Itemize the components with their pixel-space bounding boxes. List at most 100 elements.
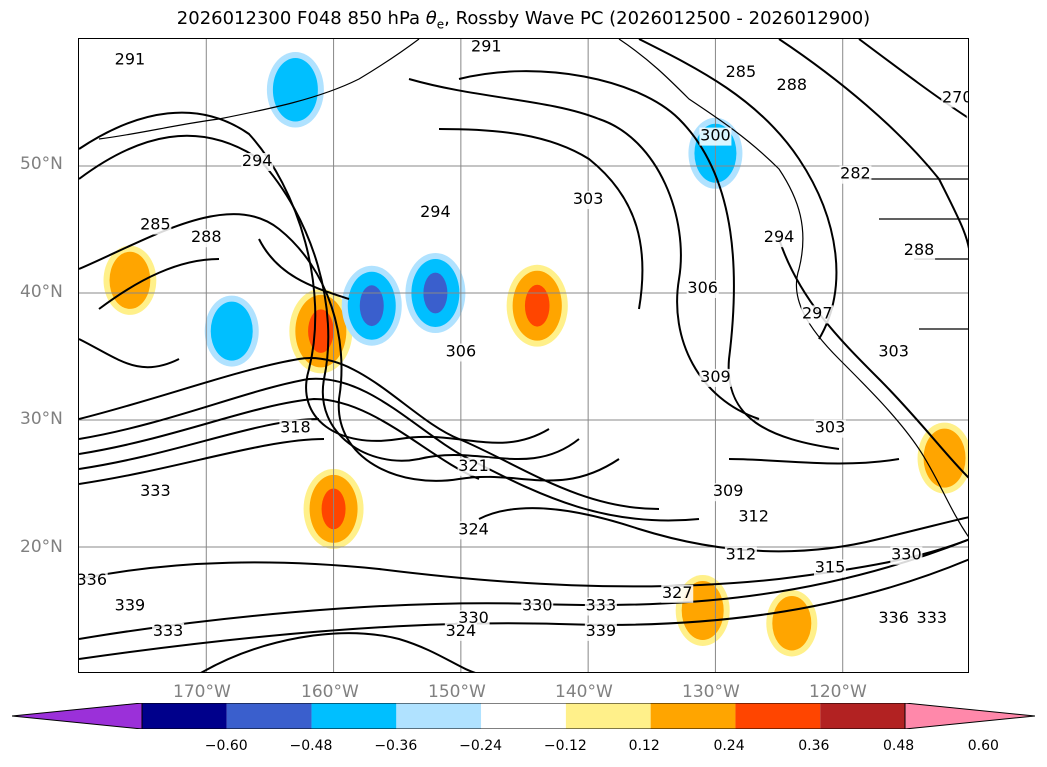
colorbar-segment [735,703,821,729]
contour-line [79,397,480,480]
anomaly-core [692,592,714,629]
colorbar-segment [226,703,312,729]
contour-label: 333 [917,608,948,627]
anomaly-core [308,309,334,353]
contour-label-bg [775,76,808,95]
map-plot-area: 291 291 285 288 270 267 294 294 285 288 300 303 294 3… [78,38,969,673]
colorbar-tick-label: −0.48 [289,738,333,754]
y-tick-label: 50°N [20,154,63,174]
colorbar-segment [820,703,905,729]
contour-label: 333 [586,596,617,615]
contour-labels: 291 291 285 288 270 267 294 294 285 288 300 303 294 3… [79,39,969,641]
contour-label: 291 [471,39,502,56]
contour-label-bg [521,597,554,616]
contour-label: 315 [815,557,846,576]
contour-label: 267 [967,113,969,132]
x-tick-label: 140°W [555,682,613,702]
contour-label-bg [241,153,274,171]
colorbar-extend-low [12,703,143,729]
contour-label: 330 [891,545,922,564]
contour-label-bg [712,483,745,502]
contour-label-bg [763,229,796,248]
x-tick-label: 150°W [428,682,486,702]
contour-label-bg [419,203,452,222]
contour-label-bg [699,368,732,387]
contour-label: 288 [904,240,935,259]
anomaly-core [284,70,307,109]
contour-label-bg [457,521,490,540]
contour-label: 330 [522,596,553,615]
contour-label: 306 [446,342,477,361]
colorbar-tick-label: 0.60 [967,738,999,754]
colorbar-segment [396,703,482,729]
contour-label-bg [724,546,757,565]
contour-label-bg [890,546,923,565]
contour-line [728,458,900,465]
contour-label-bg [699,127,732,146]
contour-label: 291 [115,49,146,68]
contour-label: 333 [140,481,171,500]
y-tick-label: 40°N [20,282,63,302]
contour-label: 312 [726,545,757,564]
coastline-segment [98,39,420,140]
contour-label-bg [966,114,968,133]
anomaly-core [782,606,802,640]
contour-label-bg [737,508,770,527]
contour-label-bg [813,419,846,438]
colorbar-tick-label: 0.48 [883,738,915,754]
contour-line [79,377,700,522]
contour-label-bg [139,216,172,235]
colorbar-tick-label: −0.36 [374,738,418,754]
chart-title: 2026012300 F048 850 hPa θe, Rossby Wave … [176,8,871,32]
colorbar-tick-label: 0.24 [713,738,745,754]
contour-label: 288 [777,75,808,94]
contour-label: 318 [280,418,311,437]
contour-label: 327 [662,583,693,602]
colorbar-tick-label: 0.36 [798,738,830,754]
contour-label-bg [584,622,617,641]
contour-label: 309 [713,481,744,500]
contour-label-bg [470,39,503,57]
contour-label-bg [661,584,694,603]
coastline-segment [618,39,968,538]
contour-label-bg [113,597,146,616]
x-tick-label: 130°W [682,682,740,702]
colorbar-tick-label: −0.12 [543,738,587,754]
colorbar-segment [311,703,397,729]
contour-line [408,78,760,420]
contour-label-bg [903,241,936,260]
contour-line [79,357,660,510]
colorbar [12,703,1035,729]
contour-label: 270 [942,88,969,107]
colorbar-segment [565,703,651,729]
contour-label: 294 [764,227,795,246]
contour-line [638,39,838,340]
x-tick-label: 160°W [301,682,359,702]
contour-label: 294 [420,202,451,221]
colorbar-extend-high [904,703,1035,729]
contour-line [438,128,644,310]
contour-label-bg [801,305,834,324]
contour-label-bg [877,343,910,362]
contour-line [200,632,476,672]
contour-label-bg [444,622,477,641]
contour-label: 303 [815,418,846,437]
contour-label: 288 [191,227,222,246]
contour-label: 303 [573,189,604,208]
contour-label-bg [572,191,605,210]
contour-label: 285 [140,215,171,234]
contour-label: 324 [446,621,477,640]
contour-label: 282 [840,164,871,183]
contour-label-bg [113,51,146,70]
y-tick-label: 20°N [20,537,63,557]
contour-label-bg [724,64,757,83]
contour-label-bg [79,572,108,591]
contour-label: 321 [458,456,489,475]
anomaly-core [524,284,550,327]
contour-label-bg [152,622,185,641]
contour-label: 339 [586,621,617,640]
contour-line [79,134,580,462]
contour-label: 306 [687,278,718,297]
anomaly-core [934,440,956,476]
contour-line [79,438,325,485]
